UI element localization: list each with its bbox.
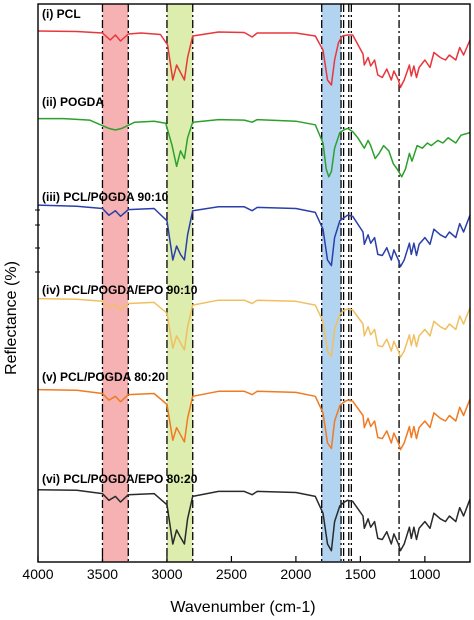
x-tick-label-4000: 4000 xyxy=(22,566,53,582)
x-tick-label-3500: 3500 xyxy=(87,566,118,582)
plot-frame xyxy=(37,3,471,563)
x-tick-label-1500: 1500 xyxy=(345,566,376,582)
highlight-band-2 xyxy=(166,4,193,562)
series-line-2 xyxy=(38,117,471,178)
x-tick-label-2000: 2000 xyxy=(280,566,311,582)
series-label-6: (vi) PCL/POGDA/EPO 80:20 xyxy=(42,472,198,486)
x-tick-label-3000: 3000 xyxy=(151,566,182,582)
series-line-1 xyxy=(37,30,471,89)
series-line-5 xyxy=(37,388,471,451)
axes xyxy=(35,3,471,563)
series-label-1: (i) PCL xyxy=(42,7,81,21)
series-label-5: (v) PCL/POGDA 80:20 xyxy=(42,370,165,384)
series-line-6 xyxy=(37,488,471,552)
series-label-4: (iv) PCL/POGDA/EPO 90:10 xyxy=(42,283,198,297)
series-line-3 xyxy=(37,204,471,268)
x-tick-label-2500: 2500 xyxy=(216,566,247,582)
x-axis-label: Wavenumber (cm-1) xyxy=(170,599,315,616)
y-axis-label: Reflectance (%) xyxy=(3,261,20,375)
x-ticks: 4000 3500 3000 2500 2000 1500 1000 xyxy=(22,556,441,582)
spectra-series xyxy=(37,30,471,552)
highlight-band-1 xyxy=(102,4,129,562)
series-labels: (i) PCL (ii) POGDA (iii) PCL/POGDA 90:10 (i… xyxy=(42,7,198,486)
series-line-4 xyxy=(37,297,471,359)
x-tick-label-1000: 1000 xyxy=(409,566,440,582)
series-label-2: (ii) POGDA xyxy=(42,95,104,109)
highlight-band-3 xyxy=(321,4,342,562)
series-label-3: (iii) PCL/POGDA 90:10 xyxy=(42,190,169,204)
highlight-bands xyxy=(102,4,342,562)
reference-lines xyxy=(101,4,400,562)
